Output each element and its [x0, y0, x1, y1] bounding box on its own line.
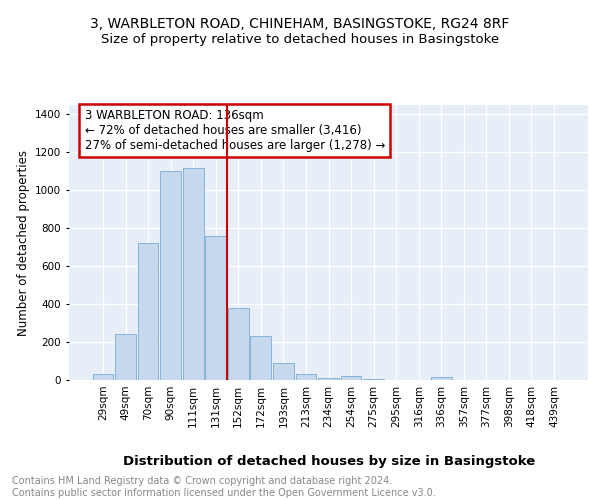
Bar — [363, 379, 384, 380]
Bar — [205, 236, 226, 380]
Bar — [341, 376, 361, 380]
Bar — [273, 363, 294, 380]
Bar — [296, 374, 316, 380]
Bar — [183, 168, 203, 380]
Text: Contains HM Land Registry data © Crown copyright and database right 2024.
Contai: Contains HM Land Registry data © Crown c… — [12, 476, 436, 498]
Text: Distribution of detached houses by size in Basingstoke: Distribution of detached houses by size … — [122, 454, 535, 468]
Text: 3, WARBLETON ROAD, CHINEHAM, BASINGSTOKE, RG24 8RF: 3, WARBLETON ROAD, CHINEHAM, BASINGSTOKE… — [91, 18, 509, 32]
Text: 3 WARBLETON ROAD: 136sqm
← 72% of detached houses are smaller (3,416)
27% of sem: 3 WARBLETON ROAD: 136sqm ← 72% of detach… — [85, 109, 385, 152]
Bar — [160, 172, 181, 380]
Bar — [431, 377, 452, 380]
Bar — [92, 374, 113, 380]
Bar — [228, 308, 248, 380]
Text: Size of property relative to detached houses in Basingstoke: Size of property relative to detached ho… — [101, 32, 499, 46]
Y-axis label: Number of detached properties: Number of detached properties — [17, 150, 29, 336]
Bar — [318, 378, 339, 380]
Bar — [115, 334, 136, 380]
Bar — [250, 336, 271, 380]
Bar — [137, 244, 158, 380]
